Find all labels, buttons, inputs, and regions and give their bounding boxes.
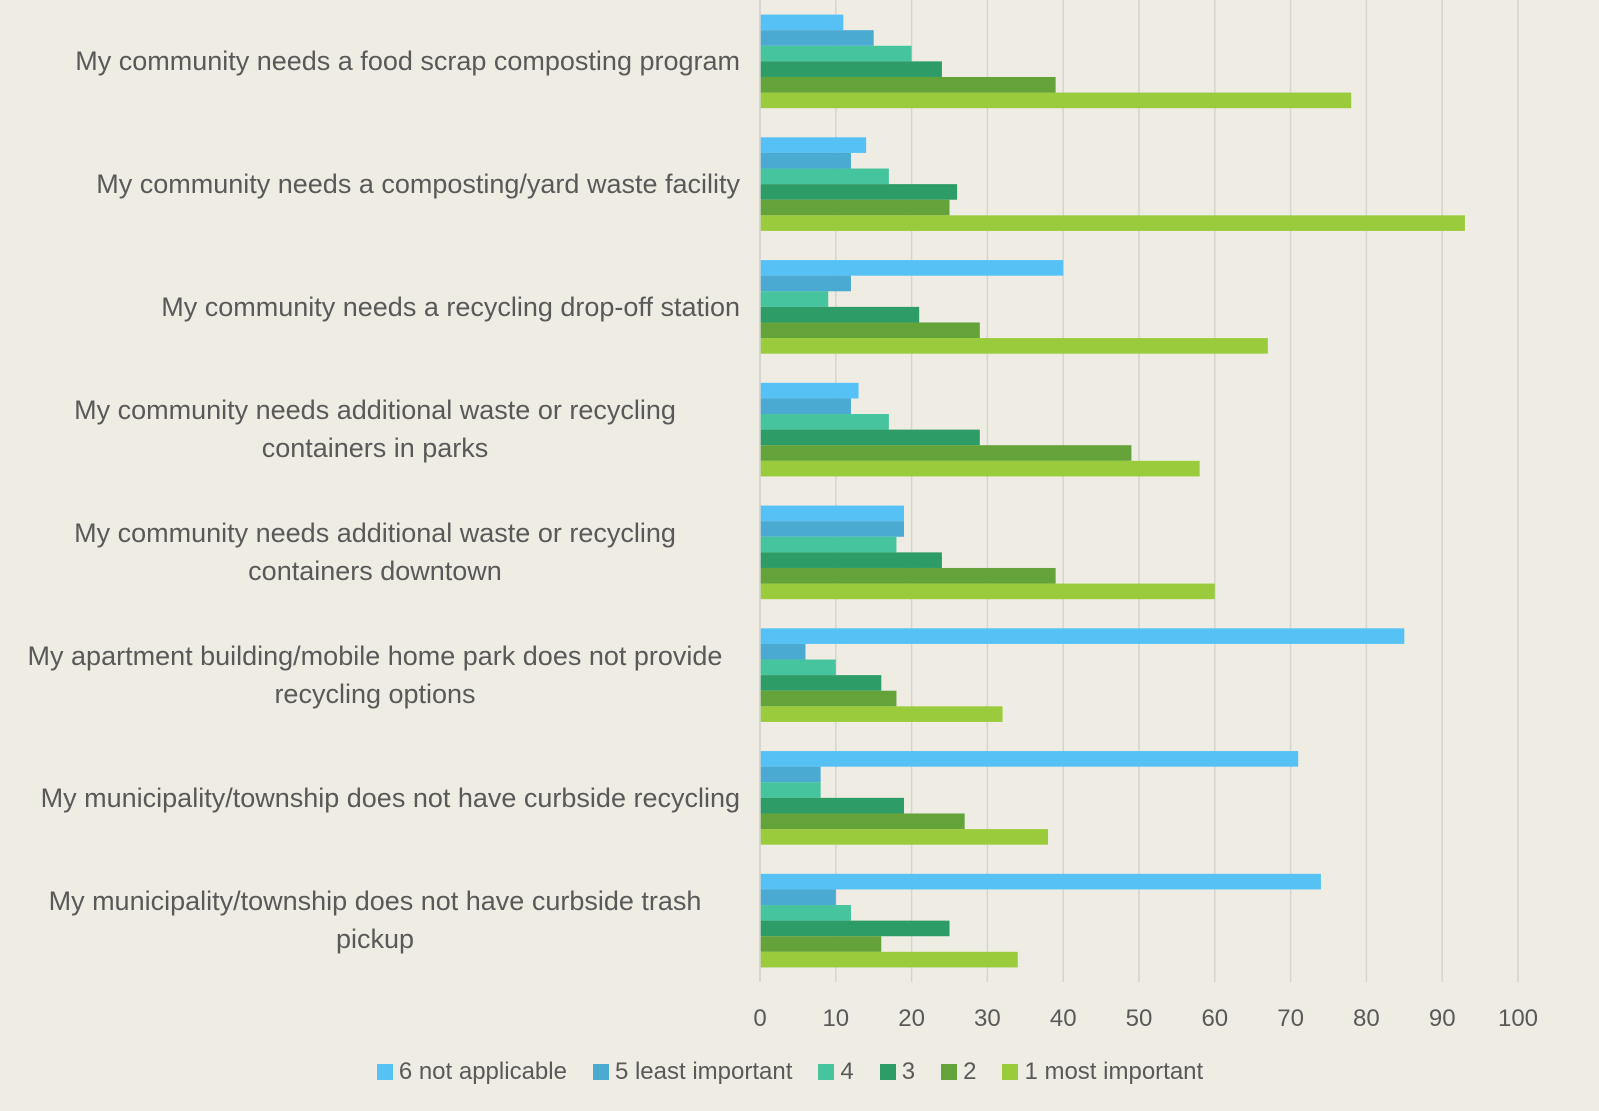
bar <box>760 382 859 399</box>
bar <box>760 567 1056 584</box>
legend-label: 2 <box>963 1058 977 1085</box>
bar <box>760 951 1018 968</box>
category-text: My municipality/township does not have c… <box>40 782 740 813</box>
category-label: My community needs additional waste or r… <box>5 491 740 613</box>
bar <box>760 920 950 937</box>
bar <box>760 873 1321 890</box>
category-text: My community needs additional waste or r… <box>74 395 676 464</box>
legend-item: 4 <box>818 1058 854 1086</box>
bar <box>760 92 1352 109</box>
bar <box>760 905 851 921</box>
bar <box>760 14 844 31</box>
legend-swatch <box>941 1064 958 1080</box>
legend-label: 6 not applicable <box>398 1058 567 1085</box>
bar <box>760 61 942 77</box>
x-tick-label: 20 <box>898 1005 925 1032</box>
x-tick-label: 80 <box>1353 1005 1380 1032</box>
bar <box>760 137 867 153</box>
bar <box>760 291 829 307</box>
bar <box>760 829 1049 845</box>
bar <box>760 690 897 707</box>
legend-label: 1 most important <box>1024 1058 1204 1085</box>
category-label: My municipality/township does not have c… <box>5 737 740 859</box>
bar <box>760 168 889 185</box>
x-tick-label: 40 <box>1050 1005 1077 1032</box>
legend-swatch <box>879 1064 896 1080</box>
bar <box>760 398 851 415</box>
bar <box>760 552 942 568</box>
category-text: My community needs a recycling drop-off … <box>161 291 740 322</box>
bar <box>760 199 950 216</box>
bar <box>760 628 1405 644</box>
x-tick-label: 10 <box>822 1005 849 1032</box>
bar <box>760 782 821 798</box>
bar <box>760 275 851 292</box>
bar <box>760 936 882 952</box>
bar <box>760 521 905 537</box>
bar <box>760 306 920 323</box>
legend-item: 5 least important <box>592 1058 793 1086</box>
bar <box>760 675 882 691</box>
category-label: My community needs additional waste or r… <box>5 368 740 490</box>
category-label: My community needs a composting/yard was… <box>5 123 740 245</box>
bar <box>760 260 1064 276</box>
x-tick-label: 50 <box>1126 1005 1153 1032</box>
bar <box>760 338 1268 354</box>
legend-item: 2 <box>941 1058 976 1086</box>
x-tick-label: 70 <box>1277 1005 1304 1032</box>
legend-swatch <box>818 1064 835 1080</box>
category-text: My community needs additional waste or r… <box>74 518 676 586</box>
bar <box>760 76 1056 93</box>
category-label: My community needs a recycling drop-off … <box>5 246 740 368</box>
bar <box>760 30 874 46</box>
bar <box>760 152 851 169</box>
bar <box>760 706 1003 722</box>
legend-swatch <box>376 1064 393 1080</box>
bar <box>760 766 821 783</box>
bar <box>760 659 836 676</box>
x-tick-label: 30 <box>974 1005 1001 1032</box>
legend-swatch <box>1002 1064 1019 1080</box>
legend-item: 6 not applicable <box>376 1058 567 1086</box>
legend-item: 3 <box>879 1058 916 1086</box>
bar <box>760 813 965 830</box>
category-label: My apartment building/mobile home park d… <box>5 614 740 736</box>
bar <box>760 505 905 522</box>
legend-item: 1 most important <box>1002 1058 1203 1086</box>
bar <box>760 797 905 814</box>
legend: 6 not applicable 5 least important 4 3 2 1 mo… <box>0 1058 1580 1086</box>
legend-label: 4 <box>840 1058 854 1085</box>
bar <box>760 429 980 446</box>
bar <box>760 643 806 660</box>
bar <box>760 414 889 430</box>
bar <box>760 889 836 906</box>
category-text: My apartment building/mobile home park d… <box>27 640 723 709</box>
category-text: My community needs a food scrap composti… <box>75 46 740 76</box>
legend-label: 3 <box>901 1058 916 1085</box>
legend-swatch <box>592 1064 609 1080</box>
x-tick-label: 60 <box>1201 1005 1228 1032</box>
category-text: My community needs a composting/yard was… <box>96 168 740 199</box>
bar <box>760 322 980 339</box>
bar <box>760 445 1132 461</box>
legend-label: 5 least important <box>614 1058 793 1085</box>
x-tick-label: 100 <box>1498 1005 1538 1032</box>
x-tick-label: 90 <box>1429 1005 1456 1032</box>
bar <box>760 460 1200 477</box>
bar <box>760 45 912 62</box>
category-text: My municipality/township does not have c… <box>48 886 702 955</box>
category-label: My municipality/township does not have c… <box>5 859 740 981</box>
x-tick-label: 0 <box>753 1005 766 1032</box>
bar <box>760 215 1465 231</box>
bar <box>760 184 958 200</box>
bar <box>760 583 1215 600</box>
category-label: My community needs a food scrap composti… <box>5 0 740 122</box>
bar <box>760 751 1299 767</box>
bar <box>760 536 897 553</box>
